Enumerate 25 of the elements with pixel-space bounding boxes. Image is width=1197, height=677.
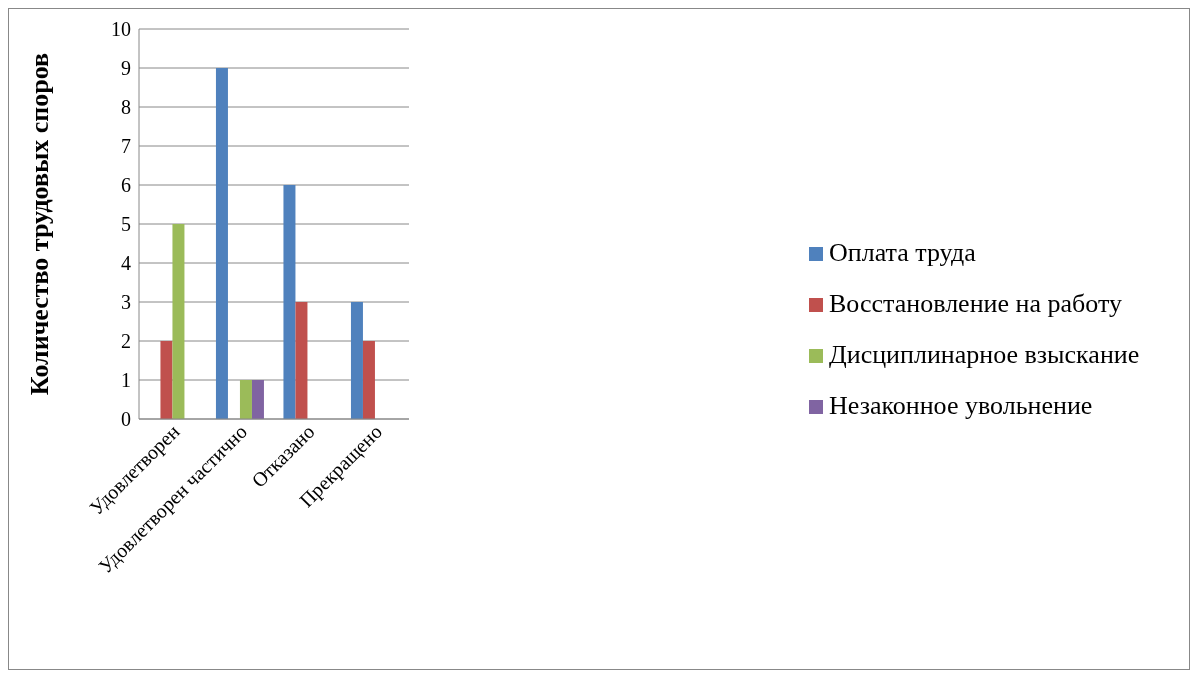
bar <box>251 380 264 419</box>
y-tick-label: 1 <box>121 369 131 392</box>
legend-label: Оплата труда <box>829 237 976 268</box>
bar <box>283 185 296 419</box>
bar <box>172 224 185 419</box>
legend-label: Восстановление на работу <box>829 288 1122 319</box>
bar <box>239 380 252 419</box>
y-axis-title: Количество трудовых споров <box>25 52 55 396</box>
y-tick-label: 8 <box>121 96 131 119</box>
y-tick-label: 5 <box>121 213 131 236</box>
y-tick-label: 9 <box>121 57 131 80</box>
bar <box>215 68 228 419</box>
y-tick-label: 6 <box>121 174 131 197</box>
y-tick-label: 2 <box>121 330 131 353</box>
bar <box>350 302 363 419</box>
legend-label: Дисциплинарное взыскание <box>829 339 1140 370</box>
y-tick-label: 3 <box>121 291 131 314</box>
y-tick-label: 0 <box>121 408 131 431</box>
y-tick-label: 10 <box>111 18 131 41</box>
bar <box>295 302 308 419</box>
bar <box>160 341 173 419</box>
legend-label: Незаконное увольнение <box>829 390 1093 421</box>
bar <box>362 341 375 419</box>
y-tick-label: 4 <box>121 252 131 275</box>
y-tick-label: 7 <box>121 135 131 158</box>
